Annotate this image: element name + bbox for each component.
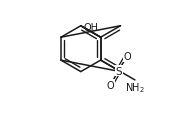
Text: S: S — [115, 66, 122, 76]
Text: O: O — [106, 80, 114, 90]
Text: NH$_2$: NH$_2$ — [125, 80, 145, 94]
Text: O: O — [123, 52, 131, 62]
Text: OH: OH — [84, 23, 99, 33]
